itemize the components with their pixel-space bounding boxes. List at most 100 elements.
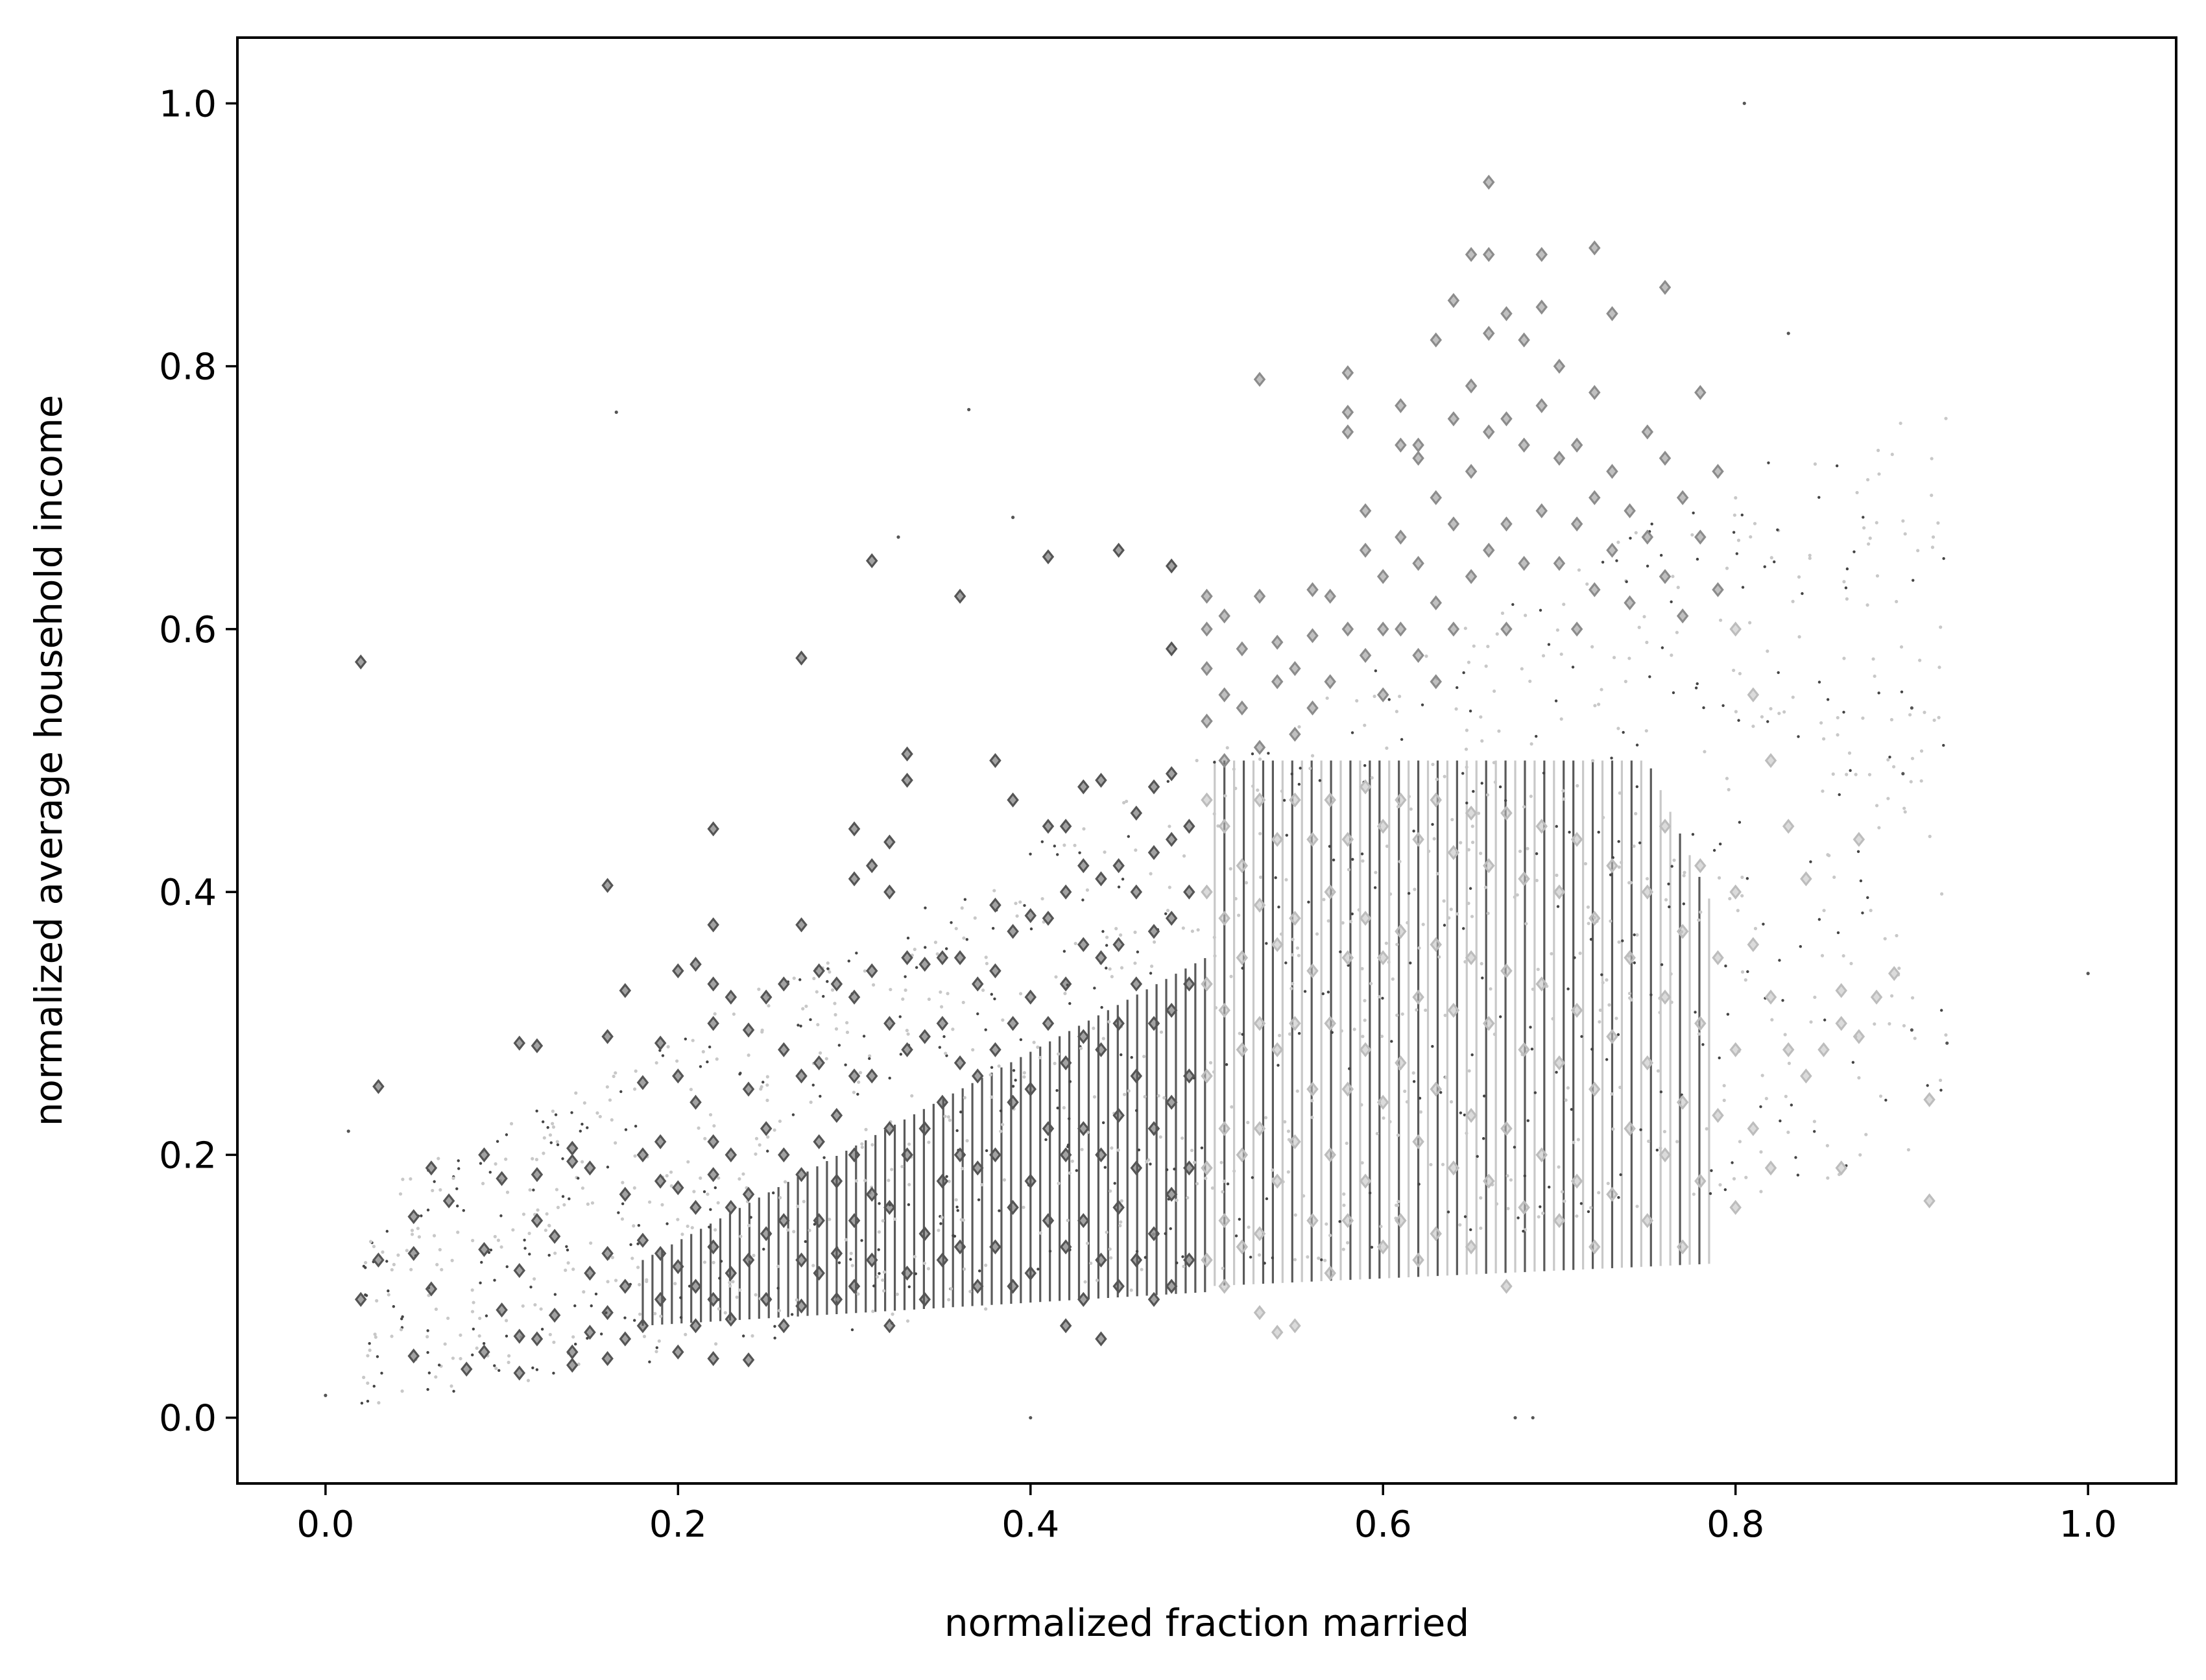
background-speck xyxy=(1600,688,1603,691)
background-speck xyxy=(1489,987,1493,991)
background-speck xyxy=(1229,974,1233,978)
background-speck xyxy=(1554,699,1558,702)
background-speck xyxy=(666,1045,670,1049)
background-speck xyxy=(1493,780,1497,784)
axes-frame xyxy=(236,36,2177,1485)
background-speck xyxy=(1326,919,1330,923)
background-speck xyxy=(485,1314,488,1317)
background-speck xyxy=(1443,924,1446,927)
background-speck xyxy=(692,1190,696,1194)
background-speck xyxy=(1916,549,1920,553)
background-speck xyxy=(1692,1192,1696,1196)
background-speck xyxy=(1014,1079,1017,1082)
data-point xyxy=(918,1291,931,1307)
background-speck xyxy=(1431,1045,1434,1048)
data-point xyxy=(742,1252,755,1268)
data-point xyxy=(1130,884,1143,900)
background-speck xyxy=(907,1285,911,1288)
background-speck xyxy=(1618,791,1622,795)
background-speck xyxy=(1766,720,1769,723)
background-speck xyxy=(1749,535,1753,539)
background-speck xyxy=(963,1096,966,1099)
background-speck xyxy=(962,936,966,940)
data-point xyxy=(1253,372,1266,387)
background-speck xyxy=(1826,1176,1830,1180)
data-point xyxy=(1112,937,1125,952)
data-point xyxy=(1624,950,1636,966)
data-point xyxy=(1553,884,1566,900)
background-speck xyxy=(568,1197,571,1201)
background-speck xyxy=(1374,870,1378,874)
background-speck xyxy=(426,1208,430,1212)
data-point xyxy=(1570,516,1583,532)
background-speck xyxy=(1809,860,1812,863)
data-point xyxy=(865,1252,878,1268)
data-point xyxy=(1271,1042,1284,1057)
background-speck xyxy=(1421,703,1424,706)
background-speck xyxy=(1873,1022,1876,1026)
background-speck xyxy=(1459,1111,1463,1114)
background-speck xyxy=(546,1126,549,1129)
background-speck xyxy=(762,1247,765,1251)
background-speck xyxy=(796,1205,800,1208)
background-speck xyxy=(531,1366,534,1369)
background-speck xyxy=(1458,1223,1462,1227)
background-speck xyxy=(1370,776,1374,780)
data-point xyxy=(1306,700,1319,716)
data-point xyxy=(707,917,719,933)
data-point xyxy=(1570,1173,1583,1189)
background-speck xyxy=(1578,952,1582,955)
background-speck xyxy=(1721,704,1725,708)
background-speck xyxy=(1412,830,1415,833)
data-point xyxy=(901,1042,913,1057)
data-point xyxy=(1782,1042,1795,1057)
background-speck xyxy=(686,1224,689,1229)
background-speck xyxy=(1727,787,1731,791)
background-speck xyxy=(373,1332,377,1336)
data-point xyxy=(1676,1094,1689,1110)
data-point xyxy=(1201,884,1213,900)
background-speck xyxy=(380,1371,383,1375)
data-point xyxy=(1888,966,1900,981)
background-speck xyxy=(1325,1222,1328,1226)
background-speck xyxy=(1736,909,1740,913)
background-speck xyxy=(1435,872,1439,876)
data-point xyxy=(901,1147,913,1162)
background-speck xyxy=(1734,496,1738,500)
background-speck xyxy=(757,987,761,991)
y-tick-label: 0.2 xyxy=(159,1134,217,1177)
background-speck xyxy=(1535,878,1539,883)
background-speck xyxy=(1062,950,1066,953)
data-point xyxy=(1641,424,1654,440)
background-speck xyxy=(499,1245,503,1249)
background-speck xyxy=(1175,1198,1179,1202)
data-point xyxy=(672,1259,684,1275)
data-point xyxy=(1376,687,1389,702)
background-speck xyxy=(1888,756,1891,759)
data-point xyxy=(1589,582,1601,597)
data-point xyxy=(1465,569,1478,584)
background-speck xyxy=(1797,635,1801,639)
data-point xyxy=(1201,661,1213,677)
background-speck xyxy=(1467,848,1470,852)
background-speck xyxy=(614,1071,617,1075)
data-point xyxy=(601,1350,614,1367)
background-speck xyxy=(1409,961,1412,965)
background-speck xyxy=(1413,887,1417,891)
background-speck xyxy=(1902,1024,1906,1027)
background-speck xyxy=(1722,1098,1726,1102)
data-point xyxy=(1412,989,1424,1005)
background-speck xyxy=(1541,1211,1545,1216)
background-speck xyxy=(1621,939,1624,942)
background-speck xyxy=(1403,1089,1407,1093)
background-speck xyxy=(417,1235,421,1239)
background-speck xyxy=(1877,472,1881,476)
background-speck xyxy=(761,1081,765,1084)
data-point xyxy=(1500,516,1513,532)
data-point xyxy=(1236,641,1249,656)
background-speck xyxy=(405,1249,409,1253)
data-point xyxy=(1236,1239,1249,1254)
background-speck xyxy=(637,1223,641,1227)
background-speck xyxy=(1694,1011,1697,1014)
background-speck xyxy=(905,1029,909,1033)
